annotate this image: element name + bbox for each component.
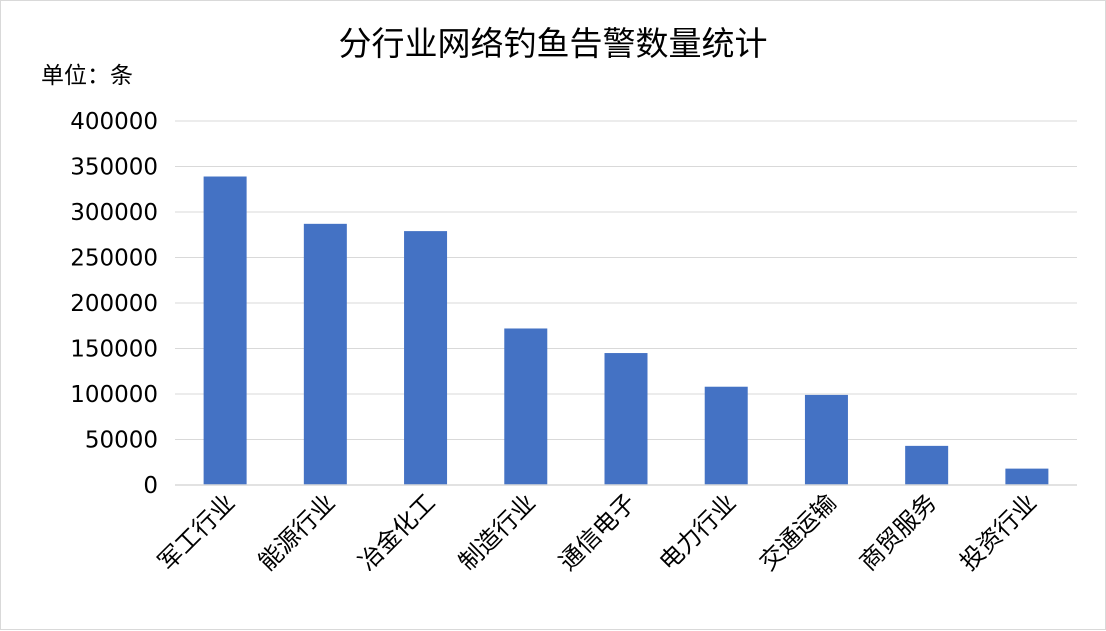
x-category-label: 冶金化工 (353, 488, 441, 576)
y-tick-label: 350000 (70, 155, 158, 181)
bar (504, 328, 548, 485)
bar (203, 176, 247, 485)
x-category-label: 商贸服务 (854, 488, 942, 576)
bar (404, 231, 448, 485)
y-tick-label: 200000 (70, 291, 158, 317)
bar (604, 353, 648, 485)
x-category-label: 能源行业 (253, 488, 341, 576)
bar (804, 394, 848, 485)
x-category-label: 制造行业 (453, 488, 541, 576)
y-tick-label: 150000 (70, 337, 158, 363)
x-category-label: 电力行业 (654, 488, 742, 576)
x-category-label: 通信电子 (554, 488, 642, 576)
y-tick-label: 300000 (70, 200, 158, 226)
y-tick-label: 100000 (70, 382, 158, 408)
bar (704, 386, 748, 485)
y-tick-label: 400000 (70, 109, 158, 135)
y-unit-label: 单位：条 (41, 63, 133, 89)
chart-title: 分行业网络钓鱼告警数量统计 (338, 24, 768, 63)
x-category-label: 交通运输 (754, 488, 842, 576)
y-tick-label: 0 (143, 473, 158, 499)
bar (1005, 468, 1049, 485)
y-tick-label: 50000 (85, 428, 158, 454)
x-category-label: 军工行业 (153, 488, 241, 576)
bar (905, 445, 949, 485)
bar (303, 223, 347, 485)
x-category-label: 投资行业 (954, 488, 1042, 576)
y-tick-label: 250000 (70, 246, 158, 272)
